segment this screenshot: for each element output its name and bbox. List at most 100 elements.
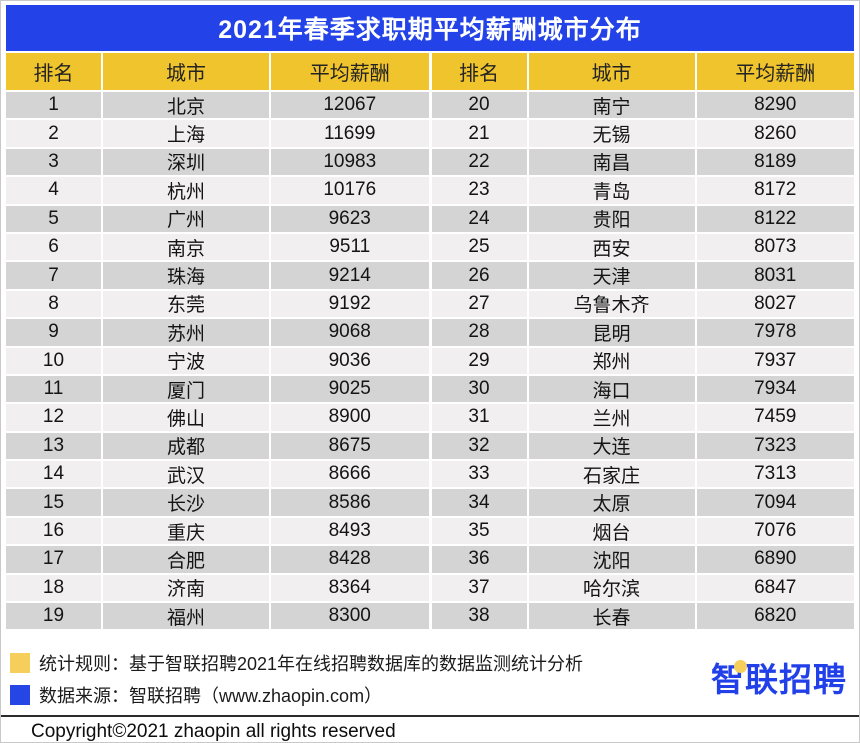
logo-yellow-dot-icon xyxy=(734,660,747,673)
salary-cell: 9036 xyxy=(271,347,429,374)
city-cell: 海口 xyxy=(528,375,695,403)
city-cell: 成都 xyxy=(103,432,269,460)
rank-cell: 20 xyxy=(431,92,527,119)
city-cell: 南宁 xyxy=(528,92,695,119)
rank-cell: 1 xyxy=(6,92,101,119)
salary-cell: 9511 xyxy=(271,233,429,261)
salary-cell: 10983 xyxy=(271,148,429,176)
city-cell: 南昌 xyxy=(528,148,695,176)
rank-cell: 31 xyxy=(431,404,527,431)
salary-cell: 8260 xyxy=(696,120,854,147)
city-cell: 广州 xyxy=(103,205,269,232)
yellow-square-icon xyxy=(10,653,30,674)
city-cell: 上海 xyxy=(103,120,269,147)
rank-cell: 18 xyxy=(6,574,101,602)
rank-cell: 24 xyxy=(431,205,527,232)
rank-cell: 13 xyxy=(6,432,101,460)
city-cell: 珠海 xyxy=(103,262,269,289)
city-cell: 郑州 xyxy=(528,347,695,374)
data-source-row: 数据来源：智联招聘（www.zhaopin.com） xyxy=(10,683,859,707)
rank-cell: 8 xyxy=(6,290,101,318)
salary-cell: 7934 xyxy=(696,375,854,403)
rank-header: 排名 xyxy=(6,53,101,90)
rank-cell: 21 xyxy=(431,120,527,147)
rank-cell: 6 xyxy=(6,233,101,261)
salary-cell: 7313 xyxy=(696,461,854,488)
data-source-text: 数据来源：智联招聘（www.zhaopin.com） xyxy=(39,686,383,707)
city-cell: 重庆 xyxy=(103,517,269,545)
city-header: 城市 xyxy=(528,53,695,90)
rank-cell: 35 xyxy=(431,517,527,545)
salary-cell: 7323 xyxy=(696,432,854,460)
stat-rule-row: 统计规则：基于智联招聘2021年在线招聘数据库的数据监测统计分析 xyxy=(10,651,859,675)
salary-cell: 7978 xyxy=(696,319,854,346)
city-cell: 烟台 xyxy=(528,517,695,545)
city-cell: 东莞 xyxy=(103,290,269,318)
rank-cell: 14 xyxy=(6,461,101,488)
salary-cell: 7094 xyxy=(696,489,854,516)
city-cell: 昆明 xyxy=(528,319,695,346)
rank-cell: 22 xyxy=(431,148,527,176)
salary-cell: 6820 xyxy=(696,603,854,630)
city-cell: 深圳 xyxy=(103,148,269,176)
salary-header: 平均薪酬 xyxy=(271,53,429,90)
rank-cell: 30 xyxy=(431,375,527,403)
rank-cell: 34 xyxy=(431,489,527,516)
salary-cell: 8493 xyxy=(271,517,429,545)
salary-cell: 7937 xyxy=(696,347,854,374)
copyright-text: Copyright©2021 zhaopin all rights reserv… xyxy=(31,721,396,743)
salary-cell: 8364 xyxy=(271,574,429,602)
salary-header: 平均薪酬 xyxy=(696,53,854,90)
rank-cell: 7 xyxy=(6,262,101,289)
salary-cell: 6890 xyxy=(696,546,854,573)
rank-cell: 12 xyxy=(6,404,101,431)
salary-cell: 7459 xyxy=(696,404,854,431)
footnotes: 统计规则：基于智联招聘2021年在线招聘数据库的数据监测统计分析 数据来源：智联… xyxy=(10,651,859,707)
city-cell: 宁波 xyxy=(103,347,269,374)
city-cell: 杭州 xyxy=(103,177,269,204)
salary-cell: 9025 xyxy=(271,375,429,403)
rank-cell: 15 xyxy=(6,489,101,516)
city-cell: 厦门 xyxy=(103,375,269,403)
salary-cell: 11699 xyxy=(271,120,429,147)
city-cell: 贵阳 xyxy=(528,205,695,232)
city-cell: 哈尔滨 xyxy=(528,574,695,602)
city-header: 城市 xyxy=(103,53,269,90)
salary-cell: 8172 xyxy=(696,177,854,204)
city-cell: 大连 xyxy=(528,432,695,460)
rank-cell: 17 xyxy=(6,546,101,573)
salary-cell: 9192 xyxy=(271,290,429,318)
rank-cell: 38 xyxy=(431,603,527,630)
rank-cell: 10 xyxy=(6,347,101,374)
rank-cell: 37 xyxy=(431,574,527,602)
salary-cell: 8073 xyxy=(696,233,854,261)
city-cell: 太原 xyxy=(528,489,695,516)
salary-cell: 8027 xyxy=(696,290,854,318)
table-left-half: 排名 城市 平均薪酬 1 北京 12067 2 上海 11699 3 深圳 10983 4 杭州 10… xyxy=(6,53,429,630)
rank-cell: 4 xyxy=(6,177,101,204)
city-cell: 天津 xyxy=(528,262,695,289)
salary-cell: 8290 xyxy=(696,92,854,119)
rank-cell: 26 xyxy=(431,262,527,289)
rank-cell: 28 xyxy=(431,319,527,346)
city-cell: 福州 xyxy=(103,603,269,630)
city-cell: 长春 xyxy=(528,603,695,630)
salary-cell: 6847 xyxy=(696,574,854,602)
city-cell: 沈阳 xyxy=(528,546,695,573)
blue-square-icon xyxy=(10,685,30,706)
city-cell: 苏州 xyxy=(103,319,269,346)
city-cell: 佛山 xyxy=(103,404,269,431)
salary-cell: 8189 xyxy=(696,148,854,176)
salary-cell: 8122 xyxy=(696,205,854,232)
zhaopin-logo: 智联招聘 xyxy=(711,660,847,696)
rank-cell: 3 xyxy=(6,148,101,176)
rank-cell: 33 xyxy=(431,461,527,488)
city-cell: 北京 xyxy=(103,92,269,119)
salary-cell: 8900 xyxy=(271,404,429,431)
rank-cell: 11 xyxy=(6,375,101,403)
salary-cell: 8031 xyxy=(696,262,854,289)
city-cell: 济南 xyxy=(103,574,269,602)
stat-rule-text: 统计规则：基于智联招聘2021年在线招聘数据库的数据监测统计分析 xyxy=(39,654,584,675)
rank-cell: 32 xyxy=(431,432,527,460)
